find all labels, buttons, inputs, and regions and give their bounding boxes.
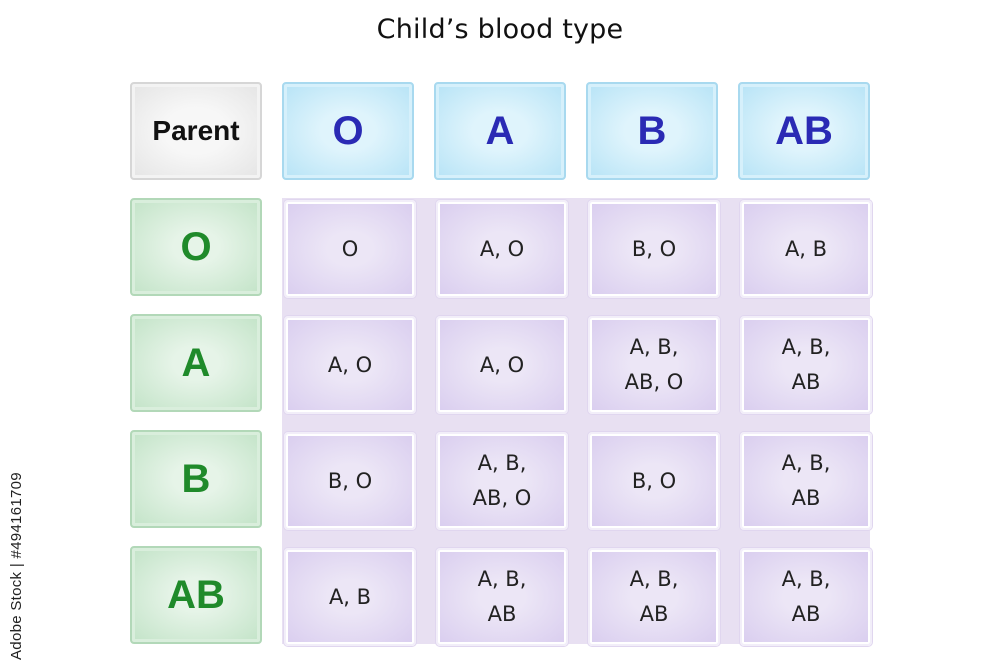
result-cell-a-ab: A, B, AB	[740, 316, 872, 414]
result-cell-b-o: B, O	[284, 432, 416, 530]
result-cell-a-o: A, O	[284, 316, 416, 414]
row-header-label: A	[181, 340, 211, 385]
result-cell-ab-o: A, B	[284, 548, 416, 646]
result-text: A, B, AB	[781, 335, 831, 394]
column-header-label: AB	[775, 108, 833, 153]
row-header-o: O	[130, 198, 262, 296]
result-text: A, B	[328, 584, 372, 609]
result-cell-b-b: B, O	[588, 432, 720, 530]
result-text: A, B, AB	[477, 567, 527, 626]
parent-corner-cell: Parent	[130, 82, 262, 180]
result-cell-ab-a: A, B, AB	[436, 548, 568, 646]
result-cell-ab-b: A, B, AB	[588, 548, 720, 646]
stock-watermark: Adobe Stock | #494161709	[6, 432, 28, 662]
result-cell-a-b: A, B, AB, O	[588, 316, 720, 414]
result-cell-o-ab: A, B	[740, 200, 872, 298]
row-header-label: O	[180, 224, 212, 269]
column-header-label: B	[637, 108, 667, 153]
result-text: B, O	[631, 236, 677, 261]
result-text: B, O	[631, 468, 677, 493]
result-text: A, B, AB, O	[624, 335, 684, 394]
result-cell-o-b: B, O	[588, 200, 720, 298]
row-header-label: B	[181, 456, 211, 501]
result-text: A, B, AB	[781, 451, 831, 510]
row-header-a: A	[130, 314, 262, 412]
result-text: A, O	[479, 236, 525, 261]
result-cell-ab-ab: A, B, AB	[740, 548, 872, 646]
column-header-b: B	[586, 82, 718, 180]
row-header-b: B	[130, 430, 262, 528]
result-cell-a-a: A, O	[436, 316, 568, 414]
result-text: A, B, AB, O	[472, 451, 532, 510]
column-header-label: O	[332, 108, 364, 153]
result-cell-o-a: A, O	[436, 200, 568, 298]
column-header-ab: AB	[738, 82, 870, 180]
watermark-text: Adobe Stock | #494161709	[8, 472, 25, 660]
result-cell-b-ab: A, B, AB	[740, 432, 872, 530]
chart-title: Child’s blood type	[376, 14, 624, 45]
parent-label: Parent	[152, 115, 240, 146]
column-header-label: A	[485, 108, 515, 153]
column-header-o: O	[282, 82, 414, 180]
result-text: A, B, AB	[629, 567, 679, 626]
row-header-label: AB	[167, 572, 225, 617]
result-text: B, O	[327, 468, 373, 493]
result-text: A, O	[479, 352, 525, 377]
result-text: A, O	[327, 352, 373, 377]
result-text: A, B, AB	[781, 567, 831, 626]
column-header-a: A	[434, 82, 566, 180]
result-text: O	[341, 236, 359, 261]
result-text: A, B	[784, 236, 828, 261]
row-header-ab: AB	[130, 546, 262, 644]
result-cell-o-o: O	[284, 200, 416, 298]
result-cell-b-a: A, B, AB, O	[436, 432, 568, 530]
